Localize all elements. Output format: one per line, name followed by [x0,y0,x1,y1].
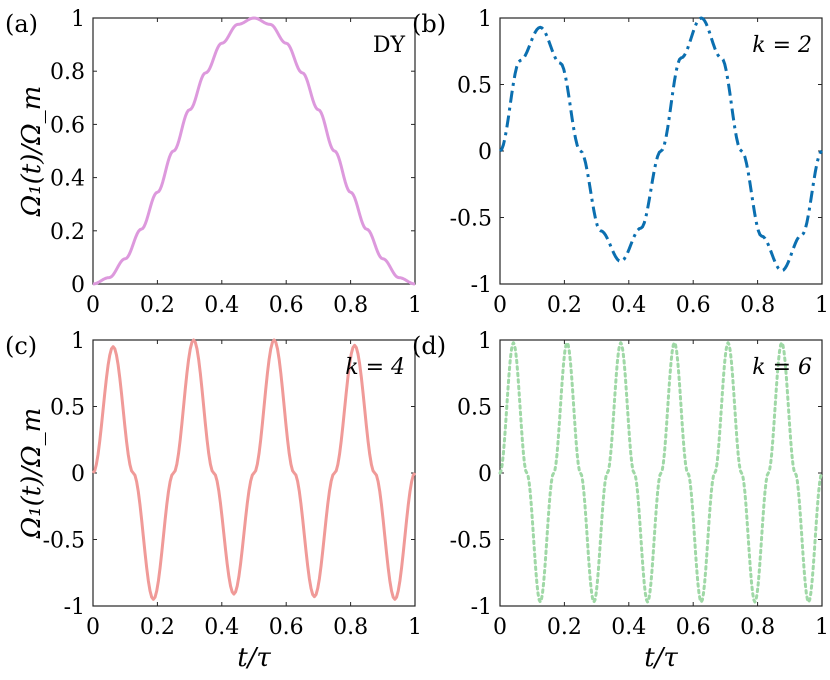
y-tick-label: -0.5 [450,207,492,232]
panel-c: 0 0.2 0.4 0.6 0.8 1 -1 -0.5 0 0.5 1 (c) k = 4 [5,329,422,640]
x-tick-label: 1 [815,293,829,318]
x-tick-label: 0.4 [611,293,646,318]
x-tick-label: 0.6 [269,615,304,640]
y-tick-label: 1 [71,7,85,32]
y-tick-label: -1 [471,595,492,620]
series-line [91,338,417,601]
x-tick-label: 0.2 [547,615,582,640]
x-tick-label: 0 [86,293,100,318]
panel-label: (b) [412,10,446,38]
panel-d: 0 0.2 0.4 0.6 0.8 1 -1 -0.5 0 0.5 1 (d) k = 6 [412,329,829,640]
y-tick-label: 0.5 [50,396,85,421]
x-tick-label: 0.8 [740,293,775,318]
x-tick-label: 0.4 [204,615,239,640]
x-tick-label: 0.2 [140,293,175,318]
y-tick-label: 0 [71,273,85,298]
y-tick-label: 0.2 [50,220,85,245]
x-tick-label: 0.4 [611,615,646,640]
panel-b: 0 0.2 0.4 0.6 0.8 1 -1 -0.5 0 0.5 1 (b) k = 2 [412,7,829,318]
y-tick-label: 0 [478,140,492,165]
x-tick-label: 1 [408,293,422,318]
x-tick-label: 0.4 [204,293,239,318]
y-tick-label: 0.5 [457,74,492,99]
y-tick-label: 0.8 [50,60,85,85]
y-tick-label: -0.5 [450,529,492,554]
panel-annotation: k = 2 [752,33,812,58]
y-tick-label: 0.4 [50,167,85,192]
panel-label: (c) [5,332,37,360]
y-tick-label: 0 [478,462,492,487]
y-tick-label: 0.6 [50,113,85,138]
panel-label: (d) [412,332,446,360]
x-tick-label: 0 [86,615,100,640]
y-axis-label-bottom: Ω₁(t)/Ω_m [17,408,47,540]
y-tick-label: 0.5 [457,396,492,421]
x-tick-label: 0.2 [547,293,582,318]
panel-annotation: DY [373,33,406,58]
y-tick-label: 1 [478,329,492,354]
x-axis-label-right: t/τ [644,643,678,673]
x-tick-label: 0.2 [140,615,175,640]
y-tick-label: -1 [471,273,492,298]
series-line [92,16,416,286]
panel-a: 0 0.2 0.4 0.6 0.8 1 0 0.2 0.4 0.6 0.8 1 (a) DY [5,7,422,318]
x-tick-label: 0.6 [676,293,711,318]
y-tick-label: -1 [64,595,85,620]
x-tick-label: 0.6 [676,615,711,640]
x-tick-label: 0.8 [740,615,775,640]
x-tick-label: 0.8 [333,615,368,640]
y-tick-label: 0 [71,462,85,487]
y-tick-label: 1 [478,7,492,32]
panel-annotation: k = 4 [345,355,405,380]
x-tick-label: 0.6 [269,293,304,318]
panel-label: (a) [5,10,38,38]
x-tick-label: 1 [408,615,422,640]
x-tick-label: 0.8 [333,293,368,318]
panel-annotation: k = 6 [752,355,812,380]
x-axis-label-left: t/τ [237,643,271,673]
plot-frame [92,17,416,285]
x-tick-label: 1 [815,615,829,640]
x-tick-label: 0 [493,615,507,640]
x-tick-label: 0 [493,293,507,318]
series-line [498,16,823,273]
series-line [498,341,824,604]
y-axis-label-top: Ω₁(t)/Ω_m [17,86,47,218]
y-tick-label: -0.5 [43,529,85,554]
y-tick-label: 1 [71,329,85,354]
